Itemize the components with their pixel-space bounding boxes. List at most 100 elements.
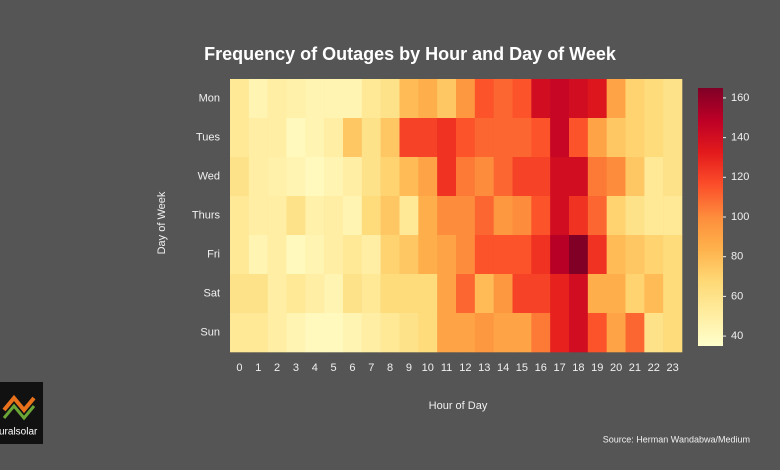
cell — [230, 196, 250, 236]
cell — [343, 157, 363, 197]
cell — [230, 79, 250, 119]
cell — [248, 274, 268, 314]
x-tick-label: 8 — [387, 362, 393, 374]
cell — [399, 196, 419, 236]
cell — [305, 196, 325, 236]
cell — [418, 235, 438, 275]
cell — [324, 313, 344, 353]
x-tick-label: 16 — [535, 362, 547, 374]
cell — [474, 157, 494, 197]
cell — [380, 79, 400, 119]
cell — [587, 274, 607, 314]
cell — [380, 157, 400, 197]
cell — [456, 157, 476, 197]
colorbar-tick-label: 160 — [731, 92, 749, 104]
cell — [380, 235, 400, 275]
cell — [456, 79, 476, 119]
cell — [399, 157, 419, 197]
cell — [324, 157, 344, 197]
cell — [456, 313, 476, 353]
x-tick-label: 17 — [553, 362, 565, 374]
cell — [663, 79, 683, 119]
cell — [644, 157, 664, 197]
cell — [437, 157, 457, 197]
cell — [305, 235, 325, 275]
x-tick-label: 6 — [349, 362, 355, 374]
y-axis-label: Day of Week — [156, 191, 168, 254]
x-tick-label: 3 — [293, 362, 299, 374]
cell — [324, 235, 344, 275]
cell — [550, 313, 570, 353]
cell — [380, 118, 400, 158]
y-tick-label: Fri — [207, 248, 220, 260]
cell — [644, 118, 664, 158]
cell — [456, 196, 476, 236]
cell — [361, 196, 381, 236]
cell — [343, 274, 363, 314]
x-axis-label: Hour of Day — [429, 400, 488, 412]
cell — [493, 313, 513, 353]
cell — [569, 196, 589, 236]
cell — [493, 157, 513, 197]
cell — [286, 235, 306, 275]
cell — [493, 235, 513, 275]
cell — [531, 157, 551, 197]
logo-text: uralsolar — [0, 427, 38, 438]
cell — [230, 235, 250, 275]
cell — [418, 118, 438, 158]
cell — [248, 196, 268, 236]
x-tick-label: 2 — [274, 362, 280, 374]
x-tick-label: 12 — [459, 362, 471, 374]
cell — [267, 118, 287, 158]
cell — [663, 118, 683, 158]
cell — [418, 196, 438, 236]
cell — [531, 274, 551, 314]
x-tick-label: 4 — [312, 362, 318, 374]
cell — [474, 196, 494, 236]
cell — [286, 196, 306, 236]
y-tick-label: Thurs — [192, 209, 221, 221]
cell — [531, 196, 551, 236]
cell — [644, 196, 664, 236]
cell — [418, 79, 438, 119]
cell — [625, 118, 645, 158]
cell — [625, 196, 645, 236]
cell — [305, 118, 325, 158]
x-tick-label: 13 — [478, 362, 490, 374]
cell — [606, 157, 626, 197]
cell — [343, 235, 363, 275]
cell — [324, 118, 344, 158]
cell — [606, 274, 626, 314]
x-tick-label: 14 — [497, 362, 509, 374]
cell — [380, 196, 400, 236]
cell — [305, 79, 325, 119]
colorbar-tick-label: 80 — [731, 251, 743, 263]
x-tick-label: 5 — [331, 362, 337, 374]
x-tick-label: 7 — [368, 362, 374, 374]
logo-icon — [2, 394, 36, 414]
cell — [305, 313, 325, 353]
cell — [569, 313, 589, 353]
cell — [343, 79, 363, 119]
cell — [587, 235, 607, 275]
cell — [663, 196, 683, 236]
colorbar — [698, 88, 723, 346]
cell — [305, 274, 325, 314]
cell — [361, 313, 381, 353]
cell — [361, 274, 381, 314]
cell — [267, 79, 287, 119]
cell — [437, 274, 457, 314]
cell — [474, 235, 494, 275]
cell — [361, 79, 381, 119]
cell — [286, 157, 306, 197]
cell — [512, 196, 532, 236]
cell — [324, 274, 344, 314]
cell — [512, 118, 532, 158]
cell — [474, 118, 494, 158]
cell — [267, 157, 287, 197]
cell — [587, 313, 607, 353]
cell — [531, 313, 551, 353]
cell — [493, 196, 513, 236]
cell — [663, 157, 683, 197]
x-tick-label: 23 — [666, 362, 678, 374]
